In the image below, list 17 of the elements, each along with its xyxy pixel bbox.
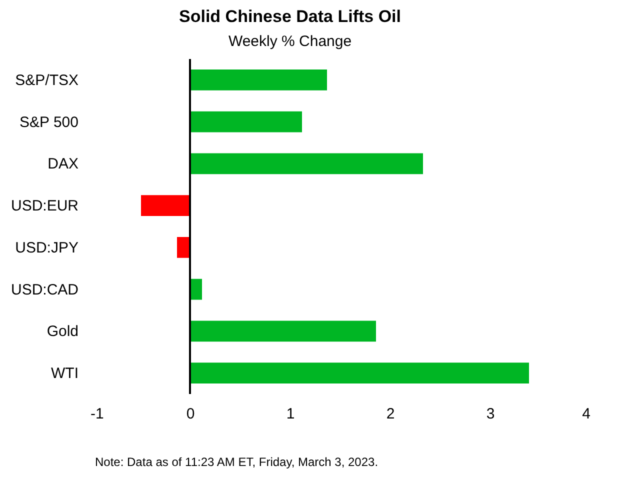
y-tick-label: USD:CAD <box>10 281 79 298</box>
text: Note: Data as of 11:23 AM ET, Friday, March 3, 2023. <box>95 455 378 469</box>
y-tick-label: Gold <box>46 323 78 340</box>
x-tick-label: 0 <box>186 406 195 422</box>
y-tick-label: S&P/TSX <box>15 72 78 89</box>
chart-subtitle: Weekly % Change <box>228 33 352 50</box>
y-tick-label: WTI <box>51 365 78 382</box>
chart-title: Solid Chinese Data Lifts Oil <box>179 7 401 26</box>
y-tick-label: S&P 500 <box>20 114 78 131</box>
y-tick-label: USD:JPY <box>15 239 78 256</box>
y-tick-label: DAX <box>48 156 78 173</box>
x-tick-label: 2 <box>386 406 395 422</box>
x-tick-label: 4 <box>582 406 590 422</box>
x-tick-label: 1 <box>286 406 295 422</box>
y-tick-label: USD:EUR <box>10 198 79 215</box>
x-tick-label: 3 <box>486 406 495 422</box>
x-tick-label: -1 <box>90 406 104 422</box>
